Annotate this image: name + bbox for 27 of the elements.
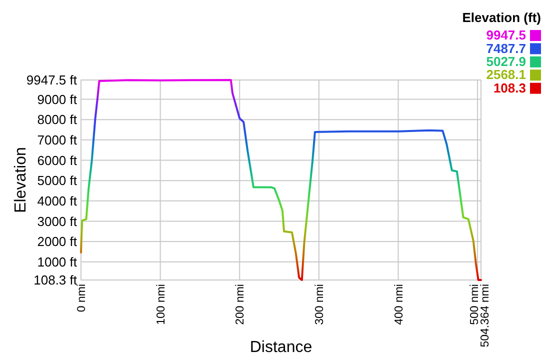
color-bar-label: 2568.1 bbox=[486, 67, 526, 82]
y-tick-label: 2000 ft bbox=[37, 234, 78, 250]
y-axis-title: Elevation bbox=[12, 147, 30, 213]
y-tick-label: 3000 ft bbox=[37, 214, 78, 229]
y-tick-label: 4000 ft bbox=[37, 193, 78, 208]
x-tick-label: 200 nmi bbox=[234, 284, 247, 325]
y-tick-label: 9000 ft bbox=[37, 92, 78, 107]
color-bar-label: 7487.7 bbox=[486, 40, 526, 56]
x-tick-label: 300 nmi bbox=[314, 284, 326, 325]
x-tick-label: 100 nmi bbox=[155, 284, 168, 325]
x-tick-label: 400 nmi bbox=[393, 284, 406, 325]
x-axis-title: Distance bbox=[250, 339, 312, 356]
x-tick-label: 0 nmi bbox=[76, 284, 88, 312]
x-tick-label: 500 nmi bbox=[469, 284, 482, 325]
y-tick-label: 1000 ft bbox=[37, 254, 78, 270]
color-bar-label: 9947.5 bbox=[486, 28, 526, 43]
y-tick-label: 7000 ft bbox=[37, 132, 78, 148]
x-tick-label: 504.364 nmi bbox=[480, 284, 492, 348]
color-bar-label: 108.3 bbox=[493, 80, 526, 96]
y-tick-label: 9947.5 ft bbox=[26, 72, 78, 88]
line-series bbox=[80, 79, 482, 281]
y-tick-label: 5000 ft bbox=[37, 173, 78, 188]
color-bar-title: Elevation (ft) bbox=[462, 10, 541, 25]
y-tick-label: 108.3 ft bbox=[34, 272, 78, 288]
y-tick-label: 6000 ft bbox=[37, 152, 78, 168]
y-tick-label: 8000 ft bbox=[37, 112, 78, 128]
color-bar-label: 5027.9 bbox=[486, 54, 526, 69]
